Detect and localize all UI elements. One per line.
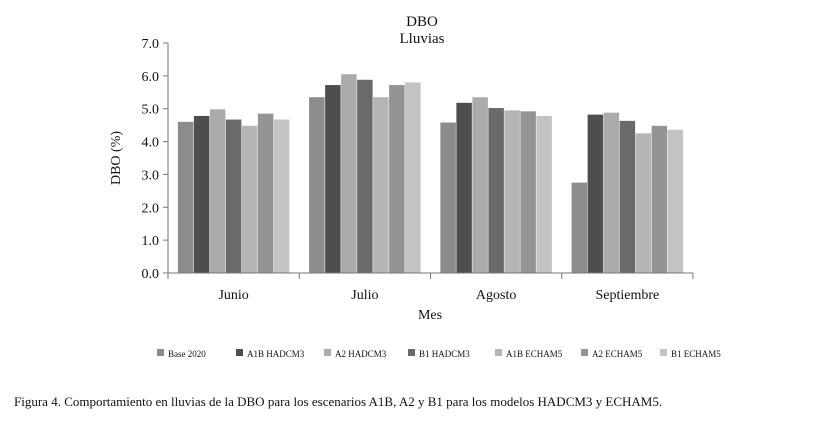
y-tick-label: 2.0 (142, 201, 160, 216)
legend-swatch (408, 349, 415, 356)
bar-b1-hadcm3-julio (357, 79, 373, 273)
y-tick-label: 4.0 (142, 136, 160, 151)
legend-label: B1 ECHAM5 (671, 349, 721, 359)
bar-base-2020-julio (309, 97, 325, 273)
bar-a2-hadcm3-agosto (472, 97, 488, 273)
y-ticks-group: 0.0 1.0 2.0 3.0 4.0 5.0 6.0 7.0 (142, 37, 168, 282)
bar-a1b-hadcm3-agosto (456, 102, 472, 273)
legend-swatch (324, 349, 331, 356)
bar-b1-echam5-agosto (536, 115, 552, 273)
legend-swatch (495, 349, 502, 356)
chart-subtitle: Lluvias (400, 31, 445, 47)
legend-swatch (660, 349, 667, 356)
figure-caption: Figura 4. Comportamiento en lluvias de l… (14, 394, 663, 409)
x-tick-label: Agosto (476, 288, 516, 303)
dbo-bar-chart: DBO Lluvias DBO (%) Mes 0.0 1.0 2.0 3.0 4.0 5… (109, 14, 721, 359)
x-axis-label: Mes (418, 308, 442, 323)
legend-swatch (157, 349, 164, 356)
y-tick-label: 0.0 (142, 267, 160, 282)
legend-label: B1 HADCM3 (419, 349, 470, 359)
y-tick-label: 3.0 (142, 168, 160, 183)
bar-b1-hadcm3-septiembre (619, 120, 636, 273)
y-tick-label: 1.0 (142, 234, 160, 249)
bar-a2-echam5-junio (257, 113, 274, 274)
x-tick-label: Julio (351, 288, 378, 303)
bar-base-2020-septiembre (571, 182, 588, 273)
bar-b1-echam5-septiembre (667, 129, 684, 273)
bar-b1-hadcm3-junio (225, 119, 242, 273)
legend-label: A1B ECHAM5 (506, 349, 563, 359)
legend-label: A2 HADCM3 (335, 349, 387, 359)
x-ticks-group: Junio Julio Agosto Septiembre (167, 273, 694, 303)
chart-title: DBO (406, 14, 438, 30)
bar-a1b-hadcm3-julio (325, 85, 341, 273)
legend-swatch (581, 349, 588, 356)
y-tick-label: 7.0 (142, 37, 160, 52)
y-tick-label: 6.0 (142, 70, 160, 85)
bar-a2-hadcm3-julio (341, 74, 357, 273)
bar-a2-echam5-septiembre (651, 125, 668, 273)
bar-b1-hadcm3-agosto (488, 108, 504, 273)
legend-label: Base 2020 (168, 349, 206, 359)
bar-a2-hadcm3-junio (209, 109, 226, 273)
legend-swatch (236, 349, 243, 356)
legend-label: A2 ECHAM5 (592, 349, 643, 359)
bar-a1b-echam5-septiembre (635, 133, 652, 273)
bars-group (177, 74, 684, 274)
bar-a1b-hadcm3-septiembre (587, 114, 604, 273)
bar-a1b-echam5-julio (373, 97, 389, 273)
bar-a2-echam5-agosto (520, 111, 536, 273)
bar-a2-hadcm3-septiembre (603, 112, 620, 274)
bar-a1b-hadcm3-junio (193, 115, 210, 273)
legend-label: A1B HADCM3 (247, 349, 305, 359)
bar-b1-echam5-julio (405, 82, 421, 273)
bar-b1-echam5-junio (273, 119, 290, 273)
bar-a1b-echam5-junio (241, 125, 258, 273)
bar-base-2020-agosto (440, 122, 456, 273)
legend: Base 2020 A1B HADCM3 A2 HADCM3 B1 HADCM3 A1B… (157, 349, 721, 359)
y-axis-label: DBO (%) (109, 131, 124, 185)
bar-base-2020-junio (177, 121, 194, 273)
y-tick-label: 5.0 (142, 103, 160, 118)
bar-a2-echam5-julio (389, 85, 405, 273)
bar-a1b-echam5-agosto (504, 110, 520, 273)
x-tick-label: Junio (218, 288, 248, 303)
x-tick-label: Septiembre (595, 288, 659, 303)
